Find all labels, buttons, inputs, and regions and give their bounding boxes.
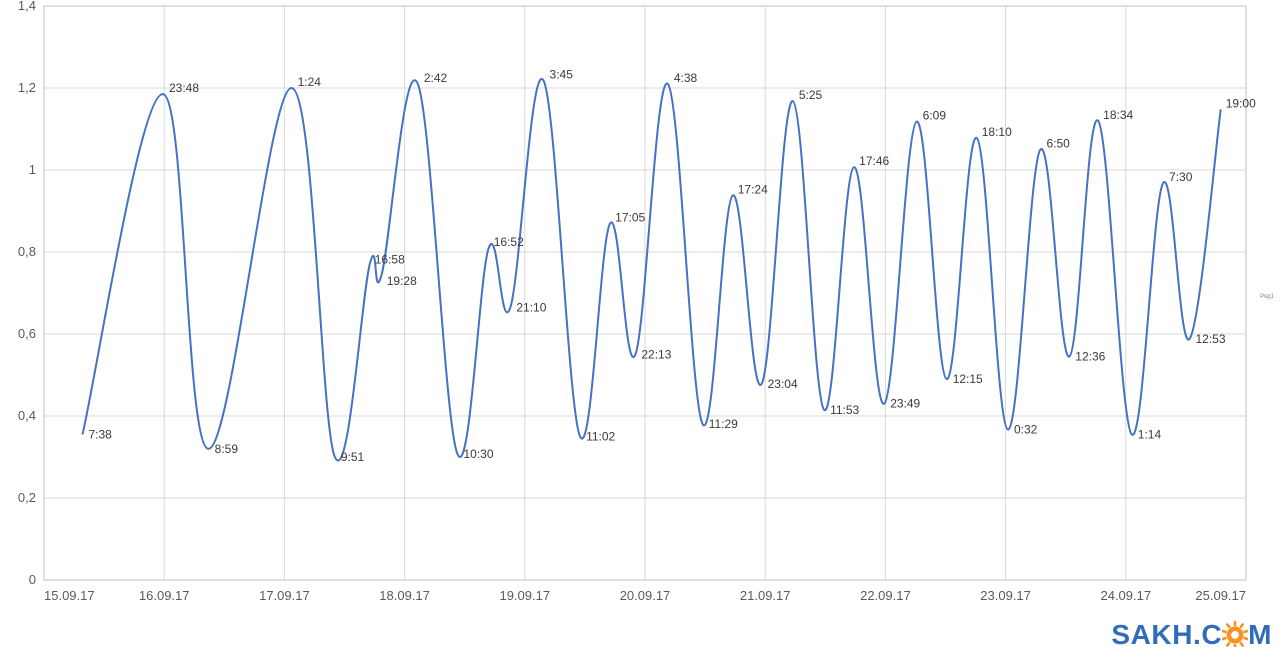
point-label: 21:10 <box>516 300 546 314</box>
point-label: 7:38 <box>88 427 112 441</box>
point-label: 1:14 <box>1138 427 1162 441</box>
x-tick-label: 17.09.17 <box>259 588 310 603</box>
logo-sun-icon <box>1222 614 1248 644</box>
point-label: 0:32 <box>1014 423 1038 437</box>
x-tick-label: 24.09.17 <box>1100 588 1151 603</box>
point-label: 12:53 <box>1196 332 1226 346</box>
y-tick-label: 1,2 <box>18 80 36 95</box>
point-label: 19:28 <box>387 274 417 288</box>
chart-svg: 0 0,2 0,4 0,6 0,8 1 1,2 1,4 15.09.17 16.09.17 17.0… <box>0 0 1280 612</box>
sakh-logo: SAKH.C M <box>1111 614 1272 650</box>
point-label: 23:48 <box>169 81 199 95</box>
point-label: 7:30 <box>1169 170 1193 184</box>
point-label: 11:29 <box>709 417 738 431</box>
logo-text-before: SAKH.C <box>1111 619 1222 650</box>
point-label: 2:42 <box>424 71 448 85</box>
point-label: 9:51 <box>341 450 365 464</box>
point-label: 3:45 <box>550 68 574 82</box>
point-label: 11:02 <box>586 430 615 444</box>
point-label: 23:49 <box>890 397 920 411</box>
legend-label: Ряд1 <box>1260 294 1274 300</box>
point-label: 10:30 <box>463 447 493 461</box>
y-tick-label: 0,6 <box>18 326 36 341</box>
tide-chart: 0 0,2 0,4 0,6 0,8 1 1,2 1,4 15.09.17 16.09.17 17.0… <box>0 0 1280 612</box>
point-label: 5:25 <box>799 88 823 102</box>
point-label: 16:58 <box>375 252 405 266</box>
point-label: 17:46 <box>859 154 889 168</box>
point-label: 16:52 <box>494 235 524 249</box>
point-label: 23:04 <box>768 377 798 391</box>
legend: Ряд1 <box>1260 294 1274 300</box>
point-label: 12:15 <box>953 372 983 386</box>
logo-text-after: M <box>1248 619 1272 650</box>
point-label: 17:24 <box>738 182 768 196</box>
point-label: 1:24 <box>298 75 322 89</box>
y-tick-label: 0,2 <box>18 490 36 505</box>
x-tick-label: 21.09.17 <box>740 588 791 603</box>
x-tick-label: 16.09.17 <box>139 588 190 603</box>
point-label: 17:05 <box>615 210 645 224</box>
y-tick-label: 0 <box>29 572 36 587</box>
point-label: 18:10 <box>982 125 1012 139</box>
point-label: 12:36 <box>1075 350 1105 364</box>
x-tick-label: 19.09.17 <box>499 588 550 603</box>
point-label: 6:50 <box>1046 137 1070 151</box>
y-tick-label: 0,4 <box>18 408 36 423</box>
point-label: 4:38 <box>674 71 698 85</box>
point-label: 19:00 <box>1226 96 1256 110</box>
point-label: 22:13 <box>641 348 671 362</box>
point-label: 18:34 <box>1103 108 1133 122</box>
x-tick-label: 20.09.17 <box>620 588 671 603</box>
y-tick-label: 0,8 <box>18 244 36 259</box>
x-tick-label: 18.09.17 <box>379 588 430 603</box>
y-tick-label: 1 <box>29 162 36 177</box>
x-tick-label: 15.09.17 <box>44 588 95 603</box>
x-tick-label: 23.09.17 <box>980 588 1031 603</box>
y-tick-label: 1,4 <box>18 0 36 13</box>
point-label: 11:53 <box>830 403 859 417</box>
point-label: 6:09 <box>923 109 947 123</box>
x-tick-label: 22.09.17 <box>860 588 911 603</box>
point-label: 8:59 <box>215 442 239 456</box>
x-tick-label: 25.09.17 <box>1195 588 1246 603</box>
